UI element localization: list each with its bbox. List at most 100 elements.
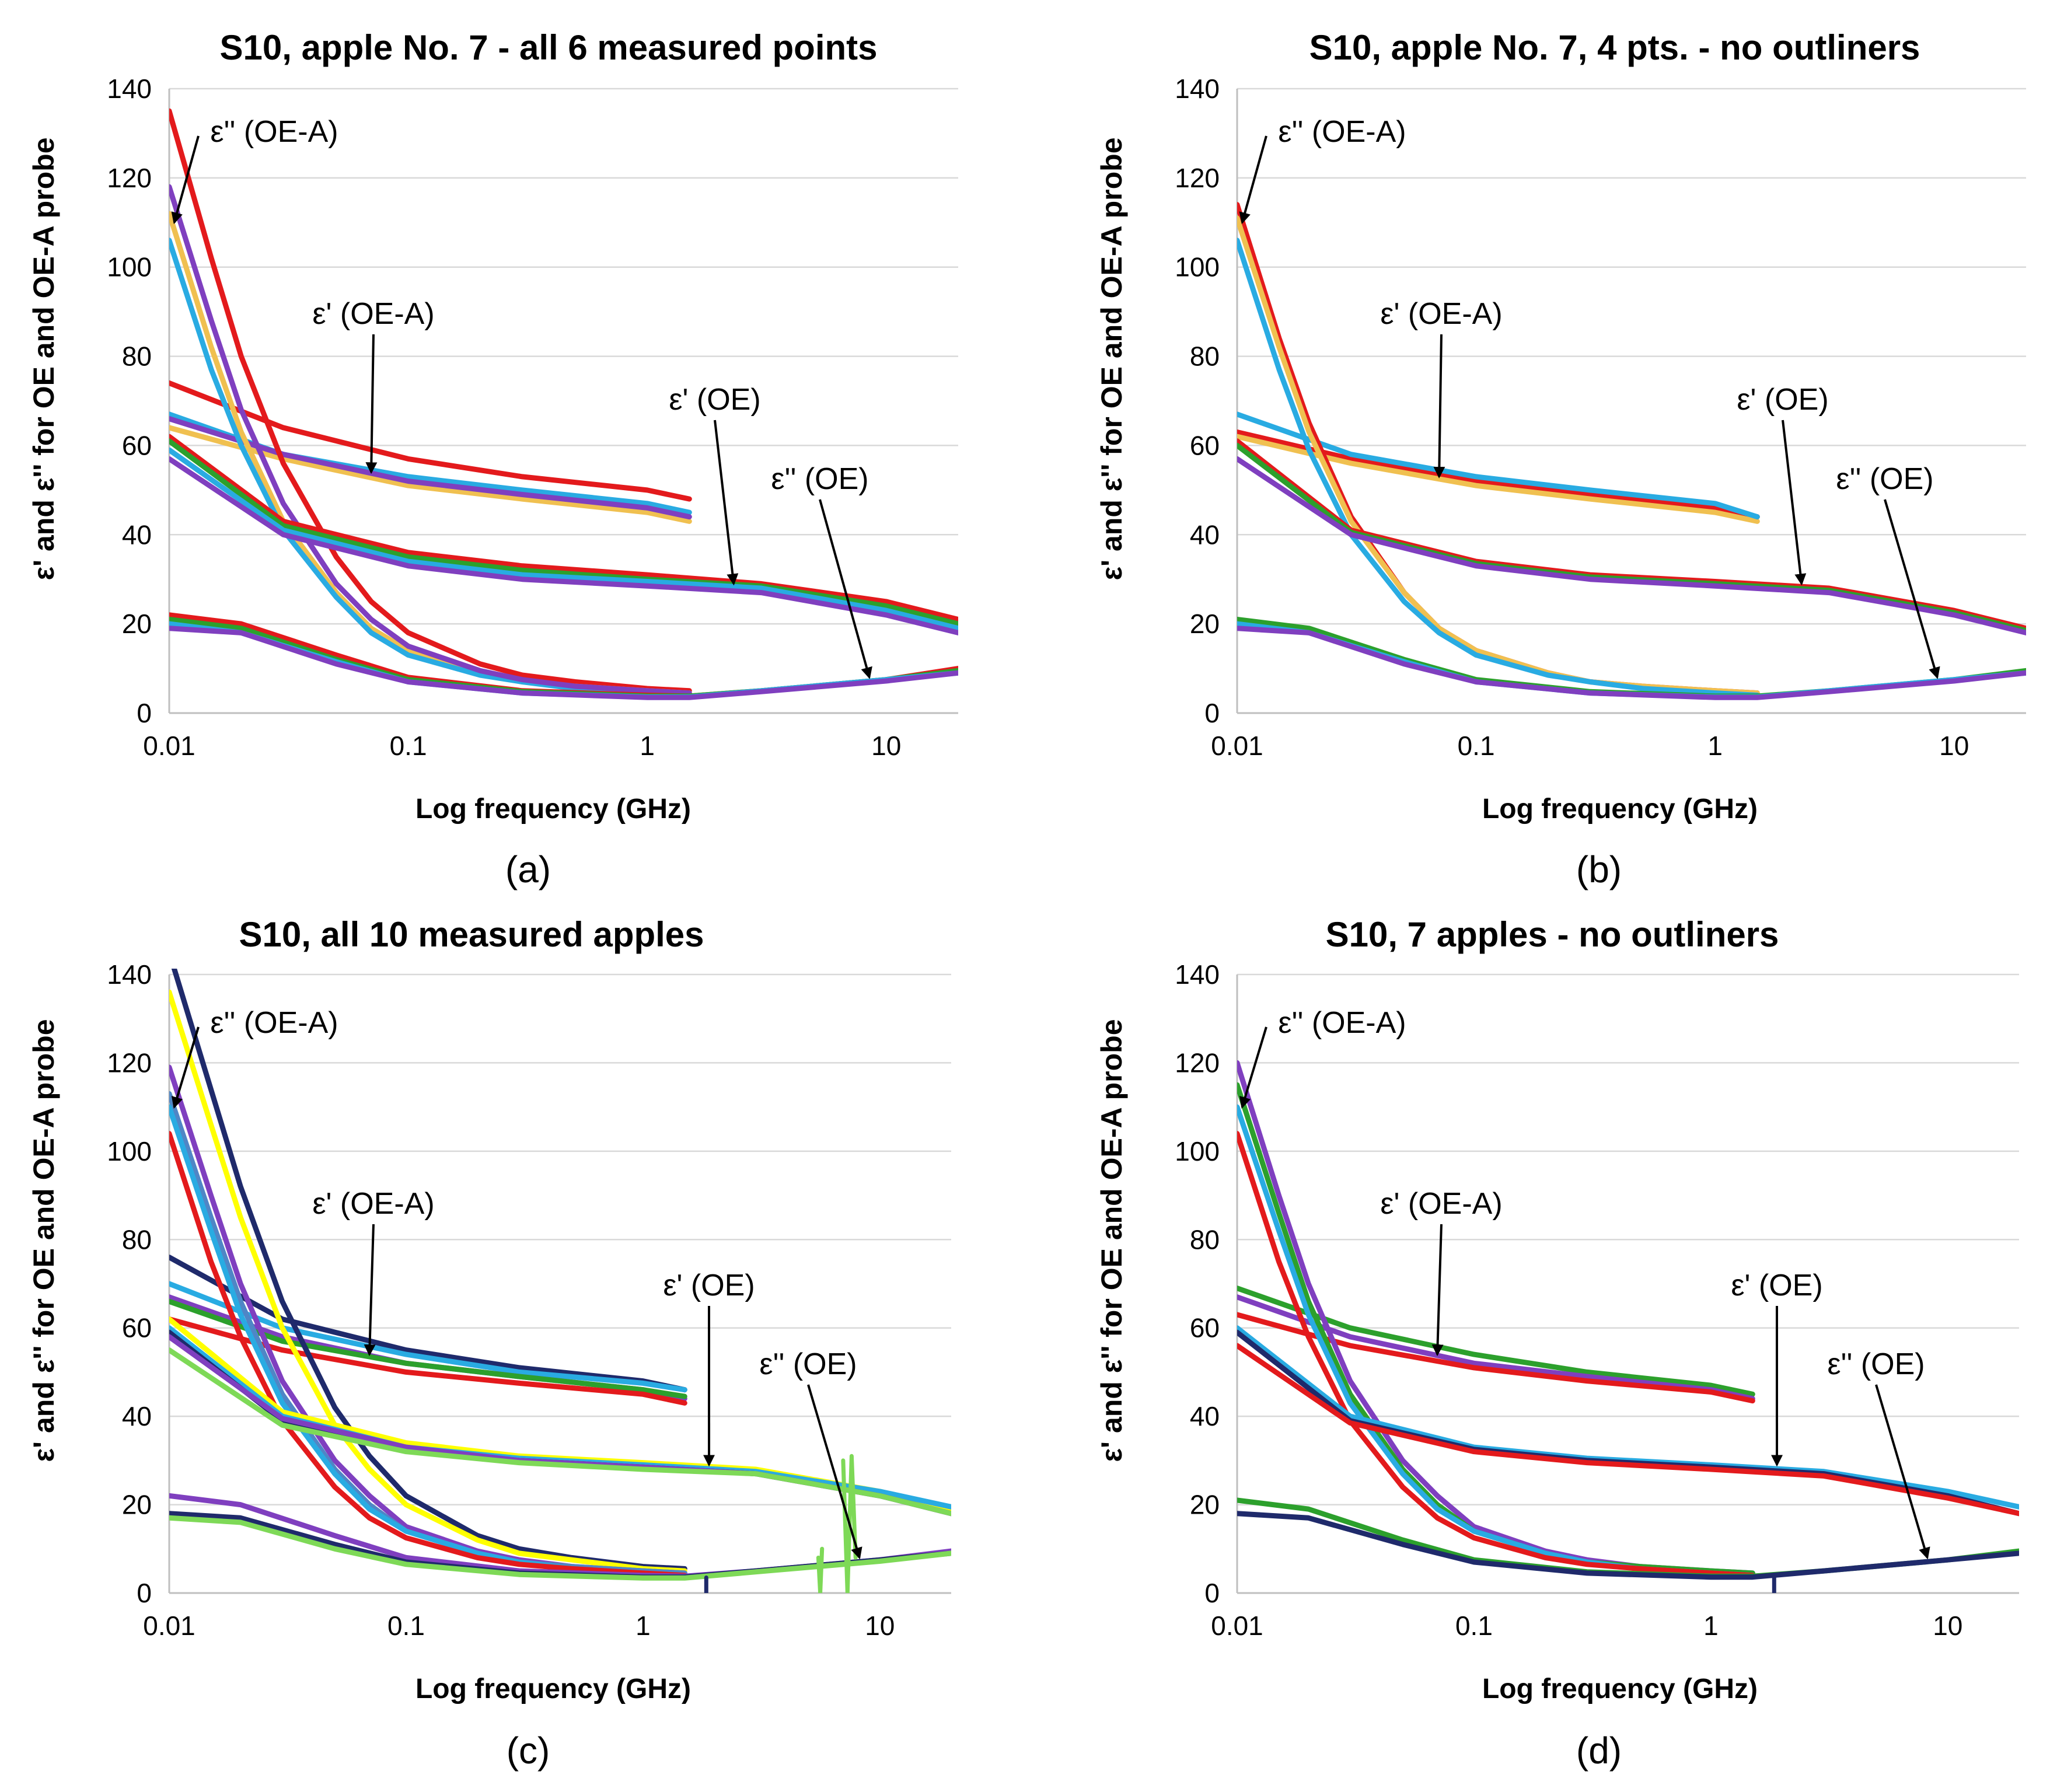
y-tick-label: 20 [122,609,152,639]
x-tick-label: 0.01 [1211,731,1263,761]
y-tick-label: 80 [1190,1224,1220,1255]
chart-panel-b: S10, apple No. 7, 4 pts. - no outliners … [1095,28,2026,890]
y-tick-label: 100 [107,1136,152,1166]
panel-letter-a: (a) [505,848,551,890]
series-line-eps-prime-oea [1237,434,1760,524]
y-tick-label: 80 [122,1224,152,1255]
annotation-arrow [1782,420,1807,586]
x-tick-label: 1 [640,731,655,761]
chart-title-a: S10, apple No. 7 - all 6 measured points [219,28,877,67]
y-tick-label: 20 [1190,609,1220,639]
annotation-arrow [171,135,200,225]
annotation-arrow [819,499,872,679]
series-group-d [1237,1060,2019,1593]
y-tick-label: 120 [107,1047,152,1078]
series-line-eps-prime-oe [169,1347,951,1517]
series-line-eps-prime-oea [169,1281,687,1393]
y-tick-label: 40 [122,519,152,550]
annotation-label: ε' (OE) [663,1269,755,1302]
series-line-eps-prime-oea [1237,1286,1755,1397]
x-tick-label: 1 [1707,731,1723,761]
series-line-eps-prime-oea [169,425,692,524]
annotation-label: ε' (OE-A) [1380,1187,1502,1221]
series-line-eps-prime-oe [1237,1343,2019,1517]
y-tick-label: 60 [122,430,152,460]
annotation-label: ε' (OE) [669,383,760,417]
annotation-label: ε'' (OE-A) [1278,1006,1406,1040]
y-axis-label-c: ε' and ε'' for OE and OE-A probe [27,1019,60,1462]
x-axis-label-b: Log frequency (GHz) [1482,794,1758,825]
annotation-arrow [365,334,378,474]
series-group-c [169,969,951,1593]
annotation-arrow [807,1384,862,1560]
y-tick-label: 100 [1175,1136,1220,1166]
y-axis-label-d: ε' and ε'' for OE and OE-A probe [1095,1019,1128,1462]
series-line-eps-dprime-oea [1237,237,1760,698]
series-line-eps-dprime-oe [1237,626,2026,700]
x-tick-label: 10 [1939,731,1969,761]
y-tick-label: 40 [122,1401,152,1431]
series-line-eps-dprime-oe [169,626,958,700]
annotation-label: ε'' (OE) [759,1347,857,1381]
series-line-eps-prime-oea [1237,429,1760,520]
annotation-label: ε'' (OE-A) [210,1006,338,1040]
annotation-label: ε'' (OE) [771,462,868,496]
series-line-eps-prime-oe [169,447,958,631]
series-line-eps-prime-oea [169,1316,687,1406]
x-tick-label: 10 [865,1611,895,1641]
x-tick-label: 10 [1933,1611,1962,1641]
series-line-eps-dprime-oea [169,108,692,694]
annotation-arrow [364,1224,376,1357]
panel-letter-d: (d) [1576,1730,1622,1772]
chart-title-b: S10, apple No. 7, 4 pts. - no outliners [1309,28,1920,67]
y-tick-label: 0 [1204,698,1220,728]
series-line-eps-dprime-oea [169,989,687,1574]
y-axis-label-b: ε' and ε'' for OE and OE-A probe [1095,137,1128,580]
series-line-eps-dprime-oe [1237,1511,2019,1580]
series-line-eps-dprime-oea [1237,1131,1755,1578]
x-tick-label: 0.1 [387,1611,425,1641]
series-line-eps-prime-oe [1237,456,2026,635]
x-axis-label-c: Log frequency (GHz) [415,1674,691,1704]
y-tick-label: 20 [122,1490,152,1520]
annotation-arrow [1884,499,1940,679]
y-tick-label: 40 [1190,1401,1220,1431]
y-tick-label: 140 [1175,959,1220,990]
annotation-arrow [171,1026,200,1109]
annotation-arrow [1239,135,1267,225]
x-tick-label: 0.1 [390,731,427,761]
annotation-label: ε' (OE) [1737,383,1828,417]
y-tick-label: 20 [1190,1490,1220,1520]
chart-panel-c: S10, all 10 measured apples ε' and ε'' f… [27,915,951,1772]
series-group-a [169,108,958,700]
gridlines-b [1237,88,2026,625]
y-tick-label: 40 [1190,519,1220,550]
chart-title-d: S10, 7 apples - no outliners [1326,915,1779,954]
y-tick-label: 120 [1175,163,1220,193]
chart-panel-a: S10, apple No. 7 - all 6 measured points… [27,28,958,890]
gridlines-a [169,88,958,625]
series-line-eps-dprime-oea [169,1131,687,1578]
y-tick-label: 80 [1190,341,1220,372]
chart-title-c: S10, all 10 measured apples [239,915,704,954]
panel-letter-b: (b) [1576,848,1622,890]
y-axis-label-a: ε' and ε'' for OE and OE-A probe [27,137,60,580]
series-line-eps-prime-oe [169,438,958,627]
x-tick-label: 0.01 [1211,1611,1263,1641]
series-glitch-line [816,1546,825,1593]
x-tick-label: 0.1 [1458,731,1495,761]
annotation-arrow [1875,1384,1930,1560]
x-tick-label: 1 [635,1611,651,1641]
y-tick-label: 140 [107,959,152,990]
annotation-label: ε' (OE-A) [312,297,434,331]
annotation-label: ε'' (OE) [1827,1347,1925,1381]
x-axis-label-d: Log frequency (GHz) [1482,1674,1758,1704]
annotation-arrow [714,420,739,586]
series-line-eps-dprime-oea [171,969,687,1571]
y-tick-label: 120 [107,163,152,193]
y-tick-label: 0 [137,1578,152,1608]
y-tick-label: 80 [122,341,152,372]
series-line-eps-prime-oe [169,456,958,635]
y-tick-label: 60 [1190,1313,1220,1343]
